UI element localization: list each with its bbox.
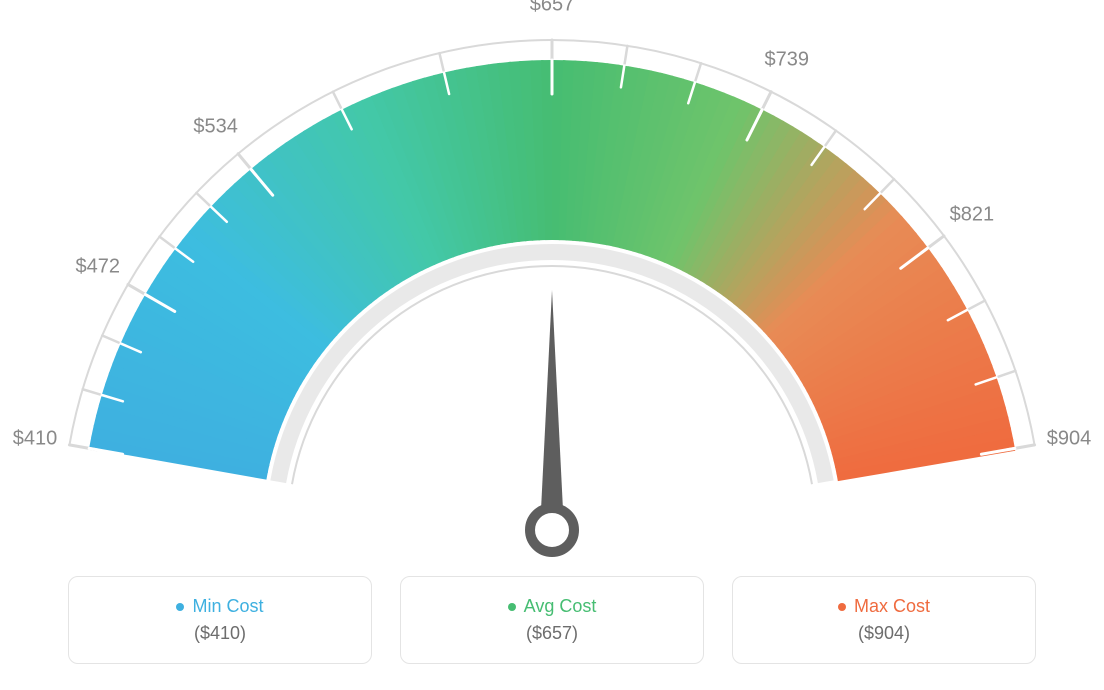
legend-max-value: ($904) — [858, 623, 910, 644]
tick-label: $472 — [75, 255, 120, 278]
legend-min-label: Min Cost — [192, 596, 263, 617]
legend-avg-value: ($657) — [526, 623, 578, 644]
legend-card-min: Min Cost ($410) — [68, 576, 372, 664]
legend-dot-max — [838, 603, 846, 611]
legend-card-max: Max Cost ($904) — [732, 576, 1036, 664]
legend-min-title: Min Cost — [176, 596, 263, 617]
legend-row: Min Cost ($410) Avg Cost ($657) Max Cost… — [0, 576, 1104, 666]
legend-max-title: Max Cost — [838, 596, 930, 617]
tick-label: $739 — [764, 49, 809, 72]
legend-card-avg: Avg Cost ($657) — [400, 576, 704, 664]
legend-max-label: Max Cost — [854, 596, 930, 617]
legend-avg-title: Avg Cost — [508, 596, 597, 617]
tick-label: $821 — [950, 203, 995, 226]
cost-gauge — [0, 0, 1104, 560]
chart-root: $410 $472 $534 $657 $739 $821 $904 Min Cost ($… — [0, 0, 1104, 690]
tick-label: $534 — [193, 115, 238, 138]
tick-label: $410 — [13, 427, 58, 450]
legend-dot-min — [176, 603, 184, 611]
legend-min-value: ($410) — [194, 623, 246, 644]
legend-avg-label: Avg Cost — [524, 596, 597, 617]
tick-label: $904 — [1047, 427, 1092, 450]
tick-label: $657 — [530, 0, 575, 17]
legend-dot-avg — [508, 603, 516, 611]
